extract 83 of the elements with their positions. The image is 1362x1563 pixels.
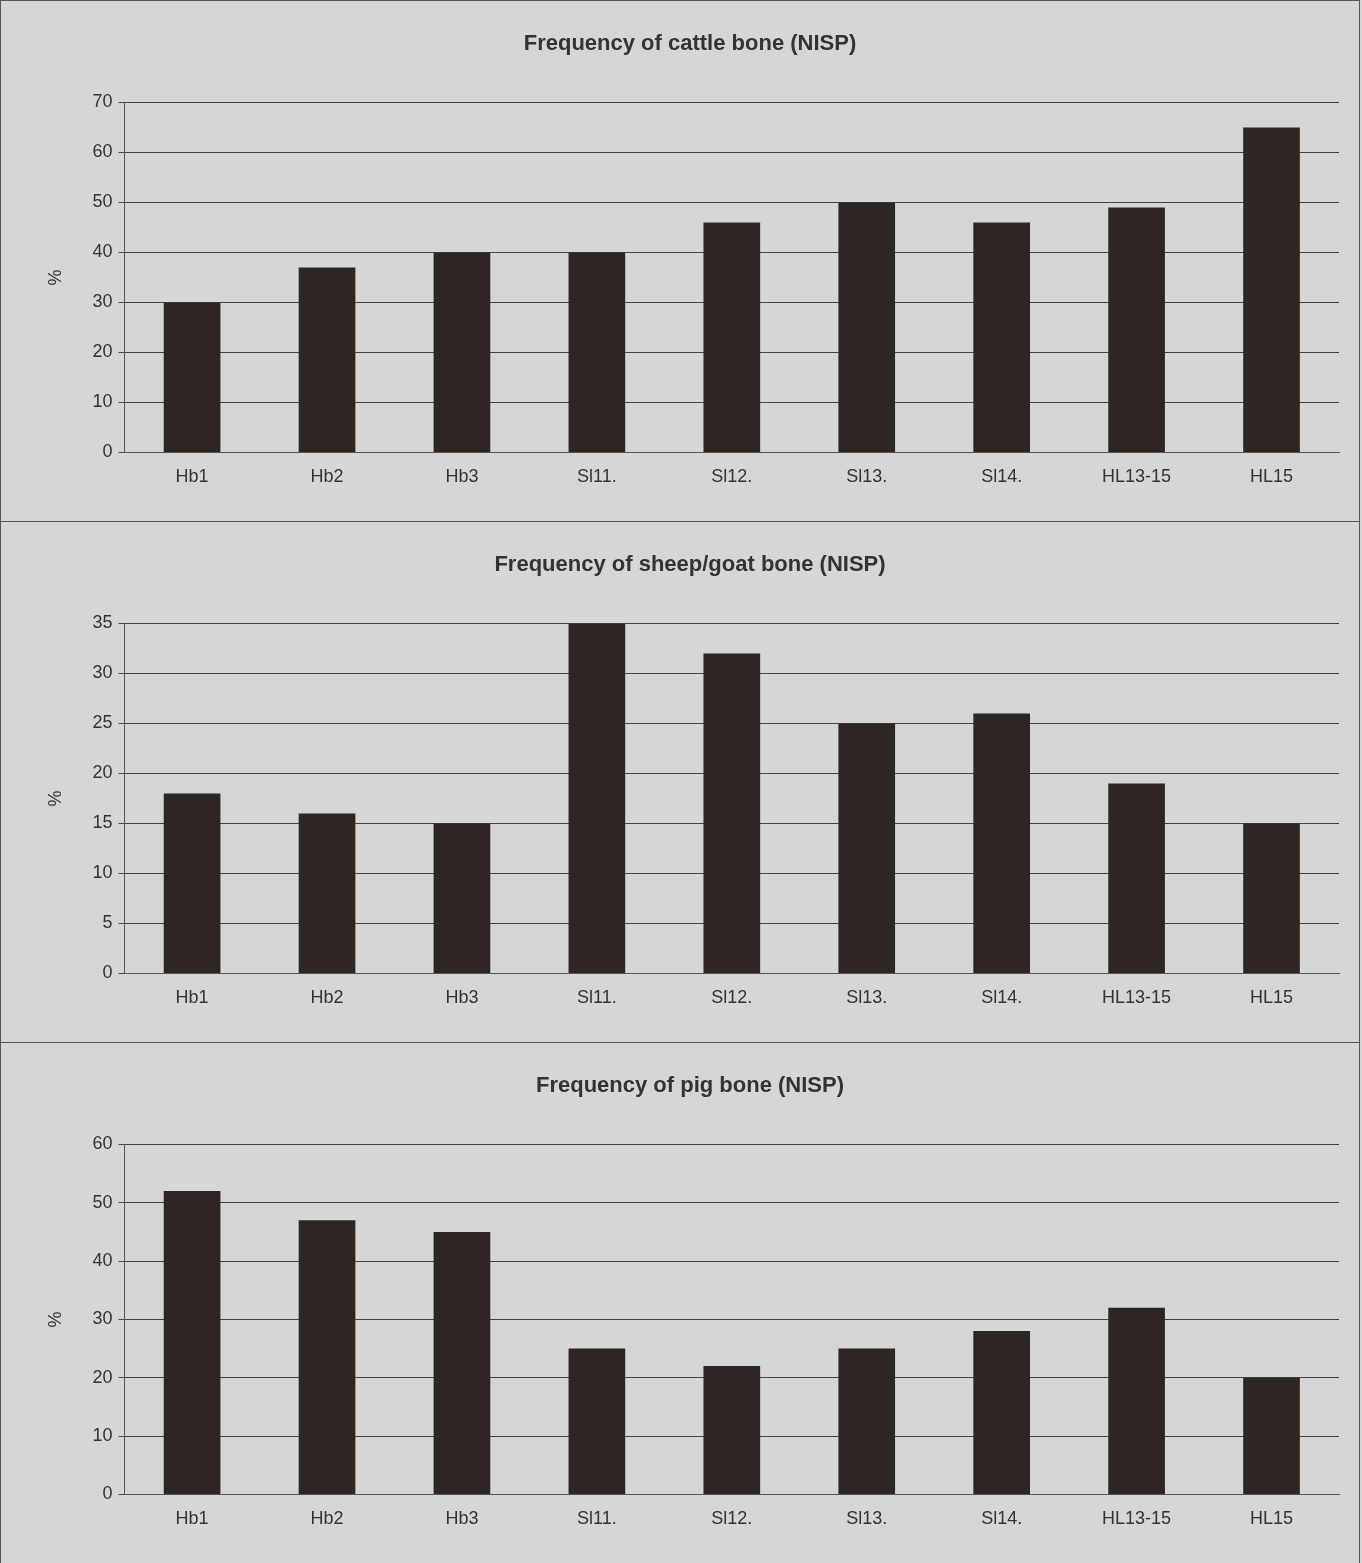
bar <box>1108 207 1165 452</box>
y-tick-label: 30 <box>92 291 113 312</box>
x-tick-label: Hb3 <box>445 1508 479 1529</box>
y-axis-title: % <box>44 790 65 807</box>
y-tick-label: 30 <box>92 1308 113 1329</box>
x-tick-label: Hb1 <box>175 987 209 1008</box>
bar <box>163 1191 221 1494</box>
bar <box>433 1231 491 1494</box>
y-tick-label: 30 <box>92 662 113 683</box>
bar <box>703 222 761 452</box>
bar <box>1108 783 1165 973</box>
bar <box>568 623 626 973</box>
bar <box>973 222 1031 452</box>
x-tick-label: Sl14. <box>981 987 1023 1008</box>
y-tick-label: 50 <box>92 1191 113 1212</box>
y-tick-label: 0 <box>102 441 113 462</box>
x-tick-label: HL15 <box>1250 987 1294 1008</box>
x-tick-label: Hb1 <box>175 466 209 487</box>
y-tick-label: 20 <box>92 762 113 783</box>
bar <box>838 723 896 973</box>
x-tick-label: Hb2 <box>310 1508 344 1529</box>
y-tick-label: 0 <box>102 1483 113 1504</box>
bar <box>568 252 626 452</box>
y-tick-label: 10 <box>92 1425 113 1446</box>
bar <box>1108 1307 1165 1494</box>
y-tick-label: 40 <box>92 241 113 262</box>
bar <box>433 252 491 452</box>
x-tick-label: Hb3 <box>445 466 479 487</box>
x-tick-label: Hb1 <box>175 1508 209 1529</box>
x-tick-label: HL15 <box>1250 1508 1294 1529</box>
bar <box>298 267 356 452</box>
bar <box>703 1366 761 1494</box>
bar <box>433 823 491 973</box>
bar <box>1243 127 1300 452</box>
x-tick-label: Hb2 <box>310 466 344 487</box>
x-tick-label: Sl11. <box>577 466 617 487</box>
x-tick-label: Hb2 <box>310 987 344 1008</box>
bar <box>973 1331 1031 1494</box>
y-axis-title: % <box>44 269 65 286</box>
x-tick-label: Sl12. <box>711 1508 753 1529</box>
x-tick-label: Hb3 <box>445 987 479 1008</box>
x-tick-label: Sl13. <box>846 987 888 1008</box>
bar <box>973 713 1031 973</box>
y-tick-label: 5 <box>102 912 113 933</box>
x-tick-label: HL13-15 <box>1102 466 1172 487</box>
bar <box>568 1348 626 1494</box>
bar <box>163 302 221 452</box>
x-tick-label: Sl13. <box>846 466 888 487</box>
x-tick-label: Sl12. <box>711 466 753 487</box>
chart-title: Frequency of sheep/goat bone (NISP) <box>494 551 886 577</box>
bar <box>163 793 221 973</box>
y-tick-label: 10 <box>92 862 113 883</box>
y-tick-label: 70 <box>92 91 113 112</box>
y-tick-label: 0 <box>102 962 113 983</box>
x-tick-label: HL15 <box>1250 466 1294 487</box>
bar <box>298 1220 356 1494</box>
y-tick-label: 60 <box>92 141 113 162</box>
y-tick-label: 35 <box>92 612 113 633</box>
bar <box>1243 823 1300 973</box>
y-tick-label: 20 <box>92 341 113 362</box>
x-tick-label: HL13-15 <box>1102 1508 1172 1529</box>
x-tick-label: Sl12. <box>711 987 753 1008</box>
y-tick-label: 50 <box>92 191 113 212</box>
bar <box>838 1348 896 1494</box>
y-tick-label: 25 <box>92 712 113 733</box>
x-tick-label: Sl14. <box>981 466 1023 487</box>
y-tick-label: 15 <box>92 812 113 833</box>
chart-title: Frequency of pig bone (NISP) <box>535 1072 845 1098</box>
x-tick-label: HL13-15 <box>1102 987 1172 1008</box>
x-tick-label: Sl11. <box>577 1508 617 1529</box>
y-tick-label: 40 <box>92 1250 113 1271</box>
bar <box>1243 1377 1300 1494</box>
y-tick-label: 10 <box>92 391 113 412</box>
y-axis-title: % <box>44 1311 65 1328</box>
y-tick-label: 60 <box>92 1133 113 1154</box>
bar <box>298 813 356 973</box>
x-tick-label: Sl14. <box>981 1508 1023 1529</box>
x-tick-label: Sl11. <box>577 987 617 1008</box>
chart-title: Frequency of cattle bone (NISP) <box>523 30 857 56</box>
y-tick-label: 20 <box>92 1366 113 1387</box>
bar <box>703 653 761 973</box>
x-tick-label: Sl13. <box>846 1508 888 1529</box>
bar <box>838 202 896 452</box>
